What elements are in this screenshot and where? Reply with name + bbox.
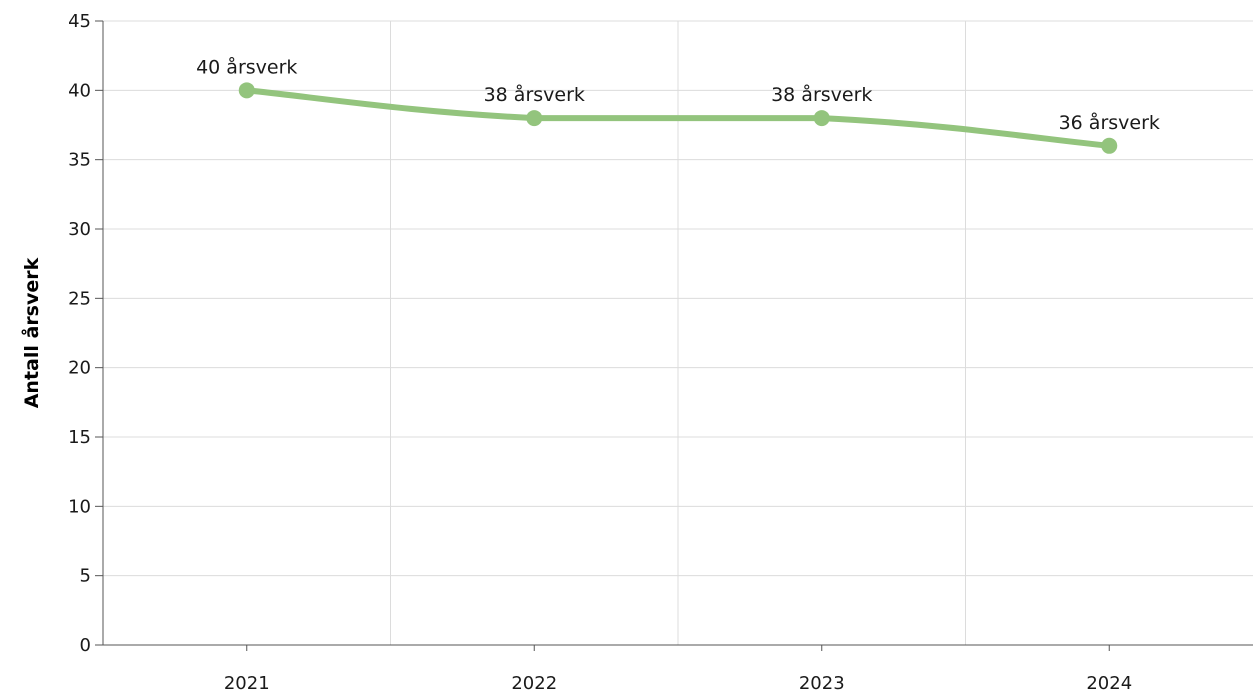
data-label: 36 årsverk [1059, 111, 1160, 134]
y-axis-label: Antall årsverk [19, 257, 43, 408]
data-point [813, 110, 830, 127]
data-point [238, 82, 255, 99]
data-points [238, 82, 1118, 154]
y-tick-label: 0 [80, 635, 91, 656]
data-labels: 40 årsverk 38 årsverk 38 årsverk 36 årsverk [196, 55, 1160, 133]
y-tick-label: 35 [68, 150, 91, 171]
x-tick-label: 2023 [799, 673, 845, 694]
y-tick-label: 20 [68, 358, 91, 379]
y-tick-label: 10 [68, 496, 91, 517]
y-tick-label: 40 [68, 80, 91, 101]
y-tick-label: 30 [68, 219, 91, 240]
data-label: 38 årsverk [484, 83, 585, 106]
y-tick-label: 25 [68, 288, 91, 309]
x-tick-labels: 2021 2022 2023 2024 [224, 673, 1132, 694]
y-tick-labels: 0 5 10 15 20 25 30 35 40 45 [68, 11, 91, 656]
x-tick-label: 2021 [224, 673, 270, 694]
axes [95, 20, 1253, 651]
data-point [1101, 137, 1118, 154]
data-label: 38 årsverk [771, 83, 872, 106]
grid-lines [103, 20, 1253, 645]
series-line [243, 87, 1113, 149]
x-tick-label: 2022 [511, 673, 557, 694]
y-tick-label: 15 [68, 427, 91, 448]
data-point [526, 110, 543, 127]
series-line-path [243, 87, 1113, 149]
y-tick-label: 5 [80, 566, 91, 587]
y-tick-label: 45 [68, 11, 91, 32]
x-tick-label: 2024 [1086, 673, 1132, 694]
data-label: 40 årsverk [196, 55, 297, 78]
